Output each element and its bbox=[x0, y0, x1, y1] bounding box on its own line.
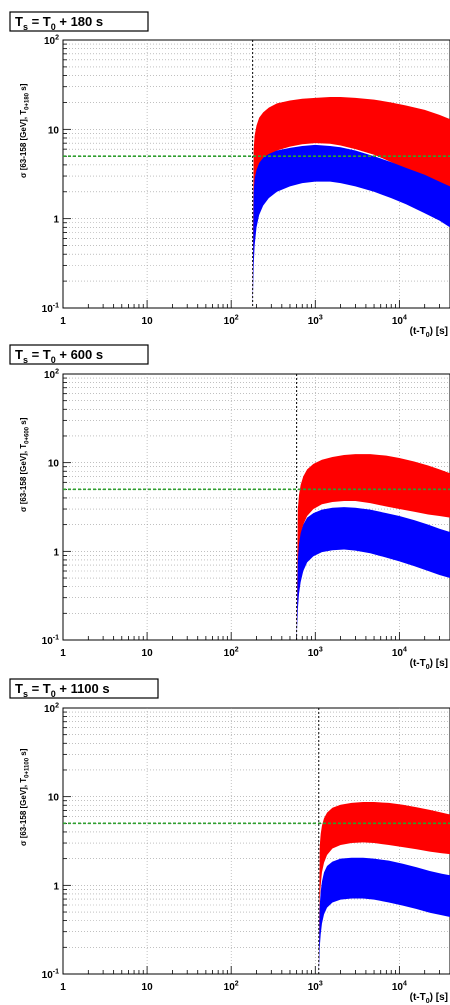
chart-panel-2: Ts = T0 + 600 s1 10 102 103 10410-1110102(t-… bbox=[9, 344, 450, 671]
chart-panel-1: Ts = T0 + 180 s1 10 102 103 10410-1110102(t-… bbox=[9, 11, 450, 339]
blue-band bbox=[318, 857, 450, 974]
y-tick-label: 102 bbox=[44, 35, 59, 48]
y-tick-label: 1 bbox=[53, 881, 59, 892]
tick-marks bbox=[62, 377, 450, 641]
y-tick-label: 10-1 bbox=[42, 303, 59, 316]
title-box bbox=[9, 678, 159, 699]
x-axis-label: (t-T0) [s] bbox=[410, 326, 448, 339]
y-tick-label: 102 bbox=[44, 703, 59, 716]
y-tick-label: 10-1 bbox=[42, 635, 59, 648]
blue-band bbox=[252, 144, 450, 308]
x-tick-label: 104 bbox=[392, 315, 407, 328]
y-tick-label: 10 bbox=[48, 459, 60, 470]
x-axis-label: (t-T0) [s] bbox=[410, 658, 448, 671]
y-tick-label: 1 bbox=[53, 547, 59, 558]
panel-title: Ts = T0 + 180 s bbox=[15, 14, 103, 32]
y-tick-label: 10-1 bbox=[42, 969, 59, 982]
blue-band bbox=[296, 507, 450, 640]
x-tick-label: 103 bbox=[308, 315, 323, 328]
x-tick-label: 103 bbox=[308, 981, 323, 994]
x-tick-label: 10 bbox=[142, 648, 154, 659]
x-tick-label: 10 bbox=[142, 982, 154, 993]
x-tick-label: 104 bbox=[392, 981, 407, 994]
x-axis-label: (t-T0) [s] bbox=[410, 992, 448, 1005]
title-box bbox=[9, 11, 149, 32]
plot-frame bbox=[62, 373, 450, 641]
x-tick-label: 1 bbox=[60, 648, 66, 659]
x-tick-label: 102 bbox=[224, 315, 239, 328]
x-tick-label: 104 bbox=[392, 647, 407, 660]
red-band bbox=[252, 97, 450, 309]
y-tick-label: 1 bbox=[53, 215, 59, 226]
panel-title: Ts = T0 + 1100 s bbox=[15, 681, 110, 699]
y-axis-label: σ [63-158 [GeV], T0+600 s] bbox=[19, 417, 30, 512]
y-tick-label: 102 bbox=[44, 369, 59, 382]
y-tick-label: 10 bbox=[48, 125, 60, 136]
x-tick-label: 1 bbox=[60, 316, 66, 327]
chart-panel-3: Ts = T0 + 1100 s1 10 102 103 10410-1110102(t… bbox=[9, 678, 450, 1005]
panel-title: Ts = T0 + 600 s bbox=[15, 347, 103, 365]
tick-marks bbox=[62, 711, 450, 975]
x-tick-label: 10 bbox=[142, 316, 154, 327]
y-axis-label: σ [63-158 [GeV], T0+1100 s] bbox=[19, 748, 30, 846]
tick-marks bbox=[62, 43, 450, 309]
x-tick-label: 1 bbox=[60, 982, 66, 993]
y-tick-label: 10 bbox=[48, 793, 60, 804]
x-tick-label: 103 bbox=[308, 647, 323, 660]
title-box bbox=[9, 344, 149, 365]
x-tick-label: 102 bbox=[224, 981, 239, 994]
red-band bbox=[318, 802, 450, 974]
red-band bbox=[296, 454, 450, 640]
x-tick-label: 102 bbox=[224, 647, 239, 660]
y-axis-label: σ [63-158 [GeV], T0+180 s] bbox=[19, 83, 30, 178]
